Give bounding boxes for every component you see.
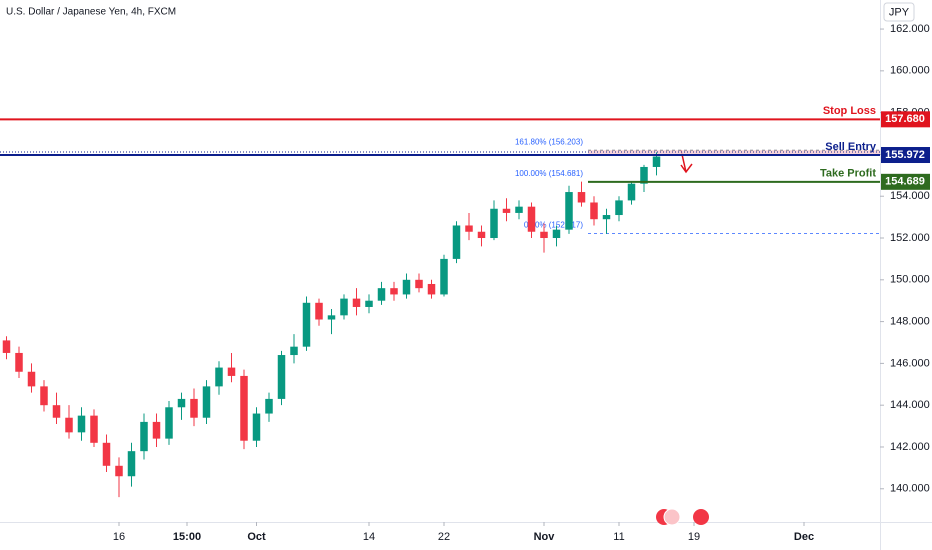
fib-label: 100.00% (154.681) [515,169,583,178]
candle-body [265,398,273,414]
candle-body [327,315,336,320]
candle-body [490,208,498,239]
candle-body [390,288,398,295]
y-tick-label: 152.000 [890,232,930,244]
candle-body [602,215,611,220]
candle-body [440,258,448,295]
candle-body [52,405,61,418]
candle-body [65,417,73,433]
candle-body [315,302,323,320]
x-tick-label: 11 [613,531,624,543]
fib-label: 161.80% (156.203) [515,137,583,146]
candle-body [2,340,11,353]
candle-body [40,386,48,406]
candle-body [465,225,473,232]
candle-body [190,398,198,418]
candle-body [152,421,161,439]
event-icon [663,508,681,526]
candle-body [502,208,511,213]
price-box [881,173,930,190]
sell-zone [588,150,880,156]
candle-body [615,200,623,216]
y-tick-label: 142.000 [890,441,930,453]
candle-body [215,367,223,387]
candle-body [352,298,361,307]
fib-label: 0.00% (152.217) [524,221,583,230]
event-icons [656,508,709,526]
candle-body [552,229,561,239]
candle-body [115,465,123,477]
candle-body [202,386,211,418]
candle-body [165,407,173,439]
y-tick-label: 148.000 [890,316,930,328]
price-box [881,111,930,128]
candle-body [102,442,111,466]
x-tick-label: 14 [363,531,375,543]
candle-body [140,421,148,452]
candle-body [15,352,23,372]
candle-body [540,231,548,239]
currency-box [883,2,915,22]
candle-body [177,398,186,408]
candle-body [515,206,523,213]
candle-body [527,206,536,232]
candle-body [640,166,648,184]
level-name: Take Profit [820,168,876,180]
candle-body [290,346,298,356]
x-tick-label: 16 [113,531,125,543]
y-tick-label: 144.000 [890,399,930,411]
y-tick-label: 146.000 [890,357,930,369]
candle-body [427,283,436,295]
candle-body [452,225,461,259]
level-name: Sell Entry [825,141,877,153]
y-tick-label: 154.000 [890,190,930,202]
x-tick-label: Dec [794,531,814,543]
y-tick-label: 162.000 [890,23,930,35]
candle-body [90,415,98,443]
candle-body [240,375,248,441]
candle-body [302,302,311,347]
event-icon [693,509,709,525]
price-label: 157.680 [885,113,925,125]
y-tick-label: 160.000 [890,65,930,77]
candle-body [590,202,598,220]
candle-body [565,192,573,230]
candle-body [27,371,36,387]
x-tick-label: 22 [438,531,450,543]
candle-body [415,279,423,289]
candle-body [127,451,136,477]
chart-title: U.S. Dollar / Japanese Yen, 4h, FXCM [6,7,176,18]
candle-body [652,156,661,167]
level-name: Stop Loss [823,105,876,117]
candle-body [627,183,636,201]
candle-body [377,288,386,301]
candle-body [252,413,261,441]
price-label: 155.972 [885,149,925,161]
candle-body [477,231,486,239]
y-tick-label: 150.000 [890,274,930,286]
x-tick-label: 19 [688,531,700,543]
x-tick-label: Oct [247,531,266,543]
price-box [881,147,930,164]
candle-body [577,192,586,203]
candle-body [365,300,373,307]
price-label: 154.689 [885,176,925,188]
y-tick-label: 140.000 [890,483,930,495]
candle-body [227,367,236,376]
x-tick-label: 15:00 [173,531,201,543]
candle-body [340,298,348,316]
candle-body [277,355,286,399]
candle-body [77,415,86,433]
candle-body [402,279,411,295]
x-tick-label: Nov [534,531,556,543]
currency-label: JPY [889,6,910,18]
